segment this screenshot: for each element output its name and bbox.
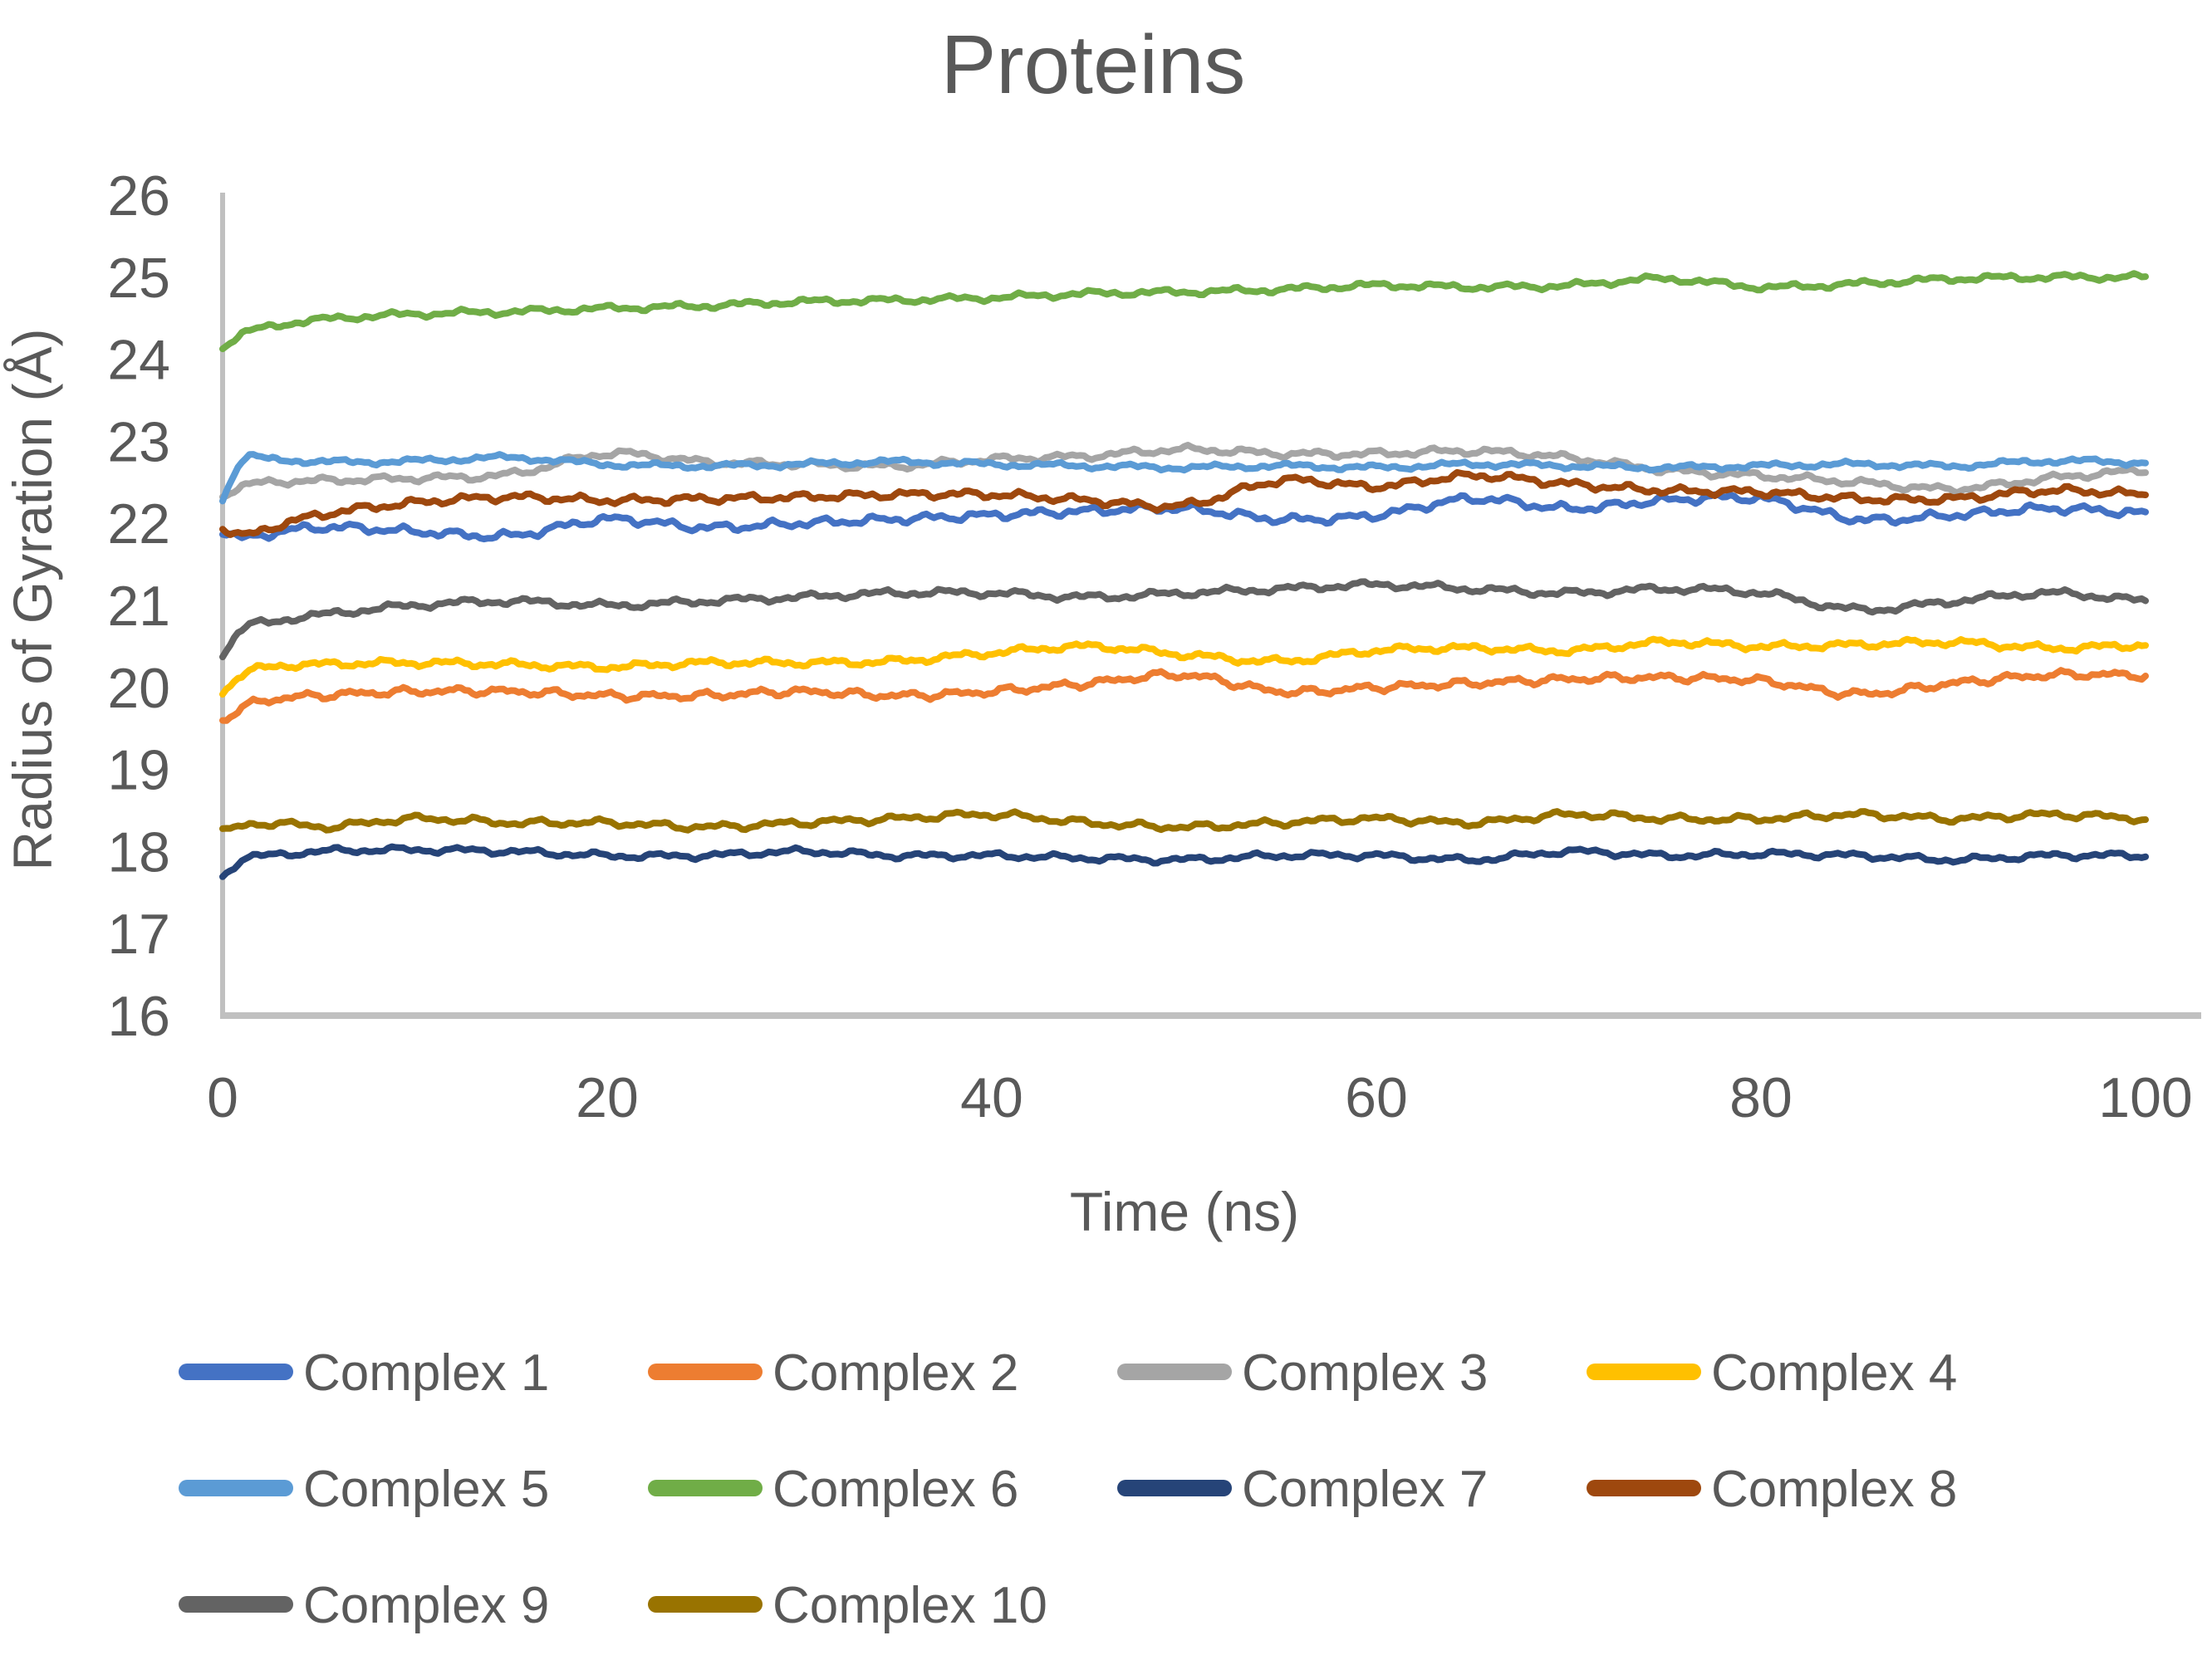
legend-label: Complex 2	[772, 1344, 1018, 1402]
x-axis-tick-labels: 0 20 40 60 80 100	[207, 1066, 2193, 1129]
legend-item-complex-5: Complex 5	[179, 1461, 549, 1518]
x-axis-title: Time (ns)	[1070, 1181, 1299, 1242]
y-tick-label: 22	[107, 492, 170, 556]
legend-label: Complex 9	[303, 1577, 549, 1634]
legend-item-complex-6: Complex 6	[648, 1461, 1018, 1518]
x-tick-label: 80	[1729, 1066, 1793, 1129]
y-tick-label: 26	[107, 164, 170, 228]
series-line-complex-6	[219, 270, 2149, 353]
legend: Complex 1 Complex 2 Complex 3 Complex 4 Comp…	[179, 1344, 1957, 1634]
legend-label: Complex 7	[1242, 1461, 1488, 1518]
legend-item-complex-8: Complex 8	[1587, 1461, 1957, 1518]
x-tick-label: 20	[576, 1066, 639, 1129]
series-line-complex-9	[219, 578, 2149, 661]
series-line-complex-3	[219, 442, 2149, 501]
series-line-complex-4	[219, 635, 2149, 698]
series-line-complex-1	[219, 491, 2149, 543]
series-line-complex-2	[219, 667, 2149, 724]
legend-label: Complex 3	[1242, 1344, 1488, 1402]
y-axis-title: Radius of Gyration (Å)	[2, 329, 63, 871]
plot-series	[219, 270, 2149, 880]
y-tick-label: 23	[107, 410, 170, 473]
legend-item-complex-3: Complex 3	[1117, 1344, 1488, 1402]
x-tick-label: 0	[207, 1066, 238, 1129]
y-tick-label: 25	[107, 247, 170, 310]
legend-item-complex-10: Complex 10	[648, 1577, 1047, 1634]
series-line-complex-7	[219, 843, 2149, 880]
x-tick-label: 40	[960, 1066, 1023, 1129]
y-tick-label: 16	[107, 985, 170, 1048]
legend-label: Complex 4	[1711, 1344, 1957, 1402]
y-axis-tick-labels: 16 17 18 19 20 21 22 23 24 25 26	[107, 164, 170, 1048]
legend-label: Complex 1	[303, 1344, 549, 1402]
legend-label: Complex 5	[303, 1461, 549, 1518]
chart-title: Proteins	[941, 18, 1246, 111]
x-tick-label: 100	[2098, 1066, 2192, 1129]
series-line-complex-10	[219, 808, 2149, 834]
y-tick-label: 24	[107, 329, 170, 392]
legend-item-complex-7: Complex 7	[1117, 1461, 1488, 1518]
legend-label: Complex 6	[772, 1461, 1018, 1518]
series-line-complex-5	[219, 451, 2149, 505]
y-tick-label: 17	[107, 903, 170, 966]
legend-item-complex-4: Complex 4	[1587, 1344, 1957, 1402]
legend-label: Complex 8	[1711, 1461, 1957, 1518]
legend-item-complex-1: Complex 1	[179, 1344, 549, 1402]
y-tick-label: 21	[107, 575, 170, 638]
legend-item-complex-2: Complex 2	[648, 1344, 1018, 1402]
x-tick-label: 60	[1345, 1066, 1408, 1129]
legend-item-complex-9: Complex 9	[179, 1577, 549, 1634]
y-tick-label: 19	[107, 739, 170, 802]
y-tick-label: 20	[107, 657, 170, 720]
y-tick-label: 18	[107, 820, 170, 884]
series-line-complex-8	[219, 468, 2149, 538]
legend-label: Complex 10	[772, 1577, 1047, 1634]
